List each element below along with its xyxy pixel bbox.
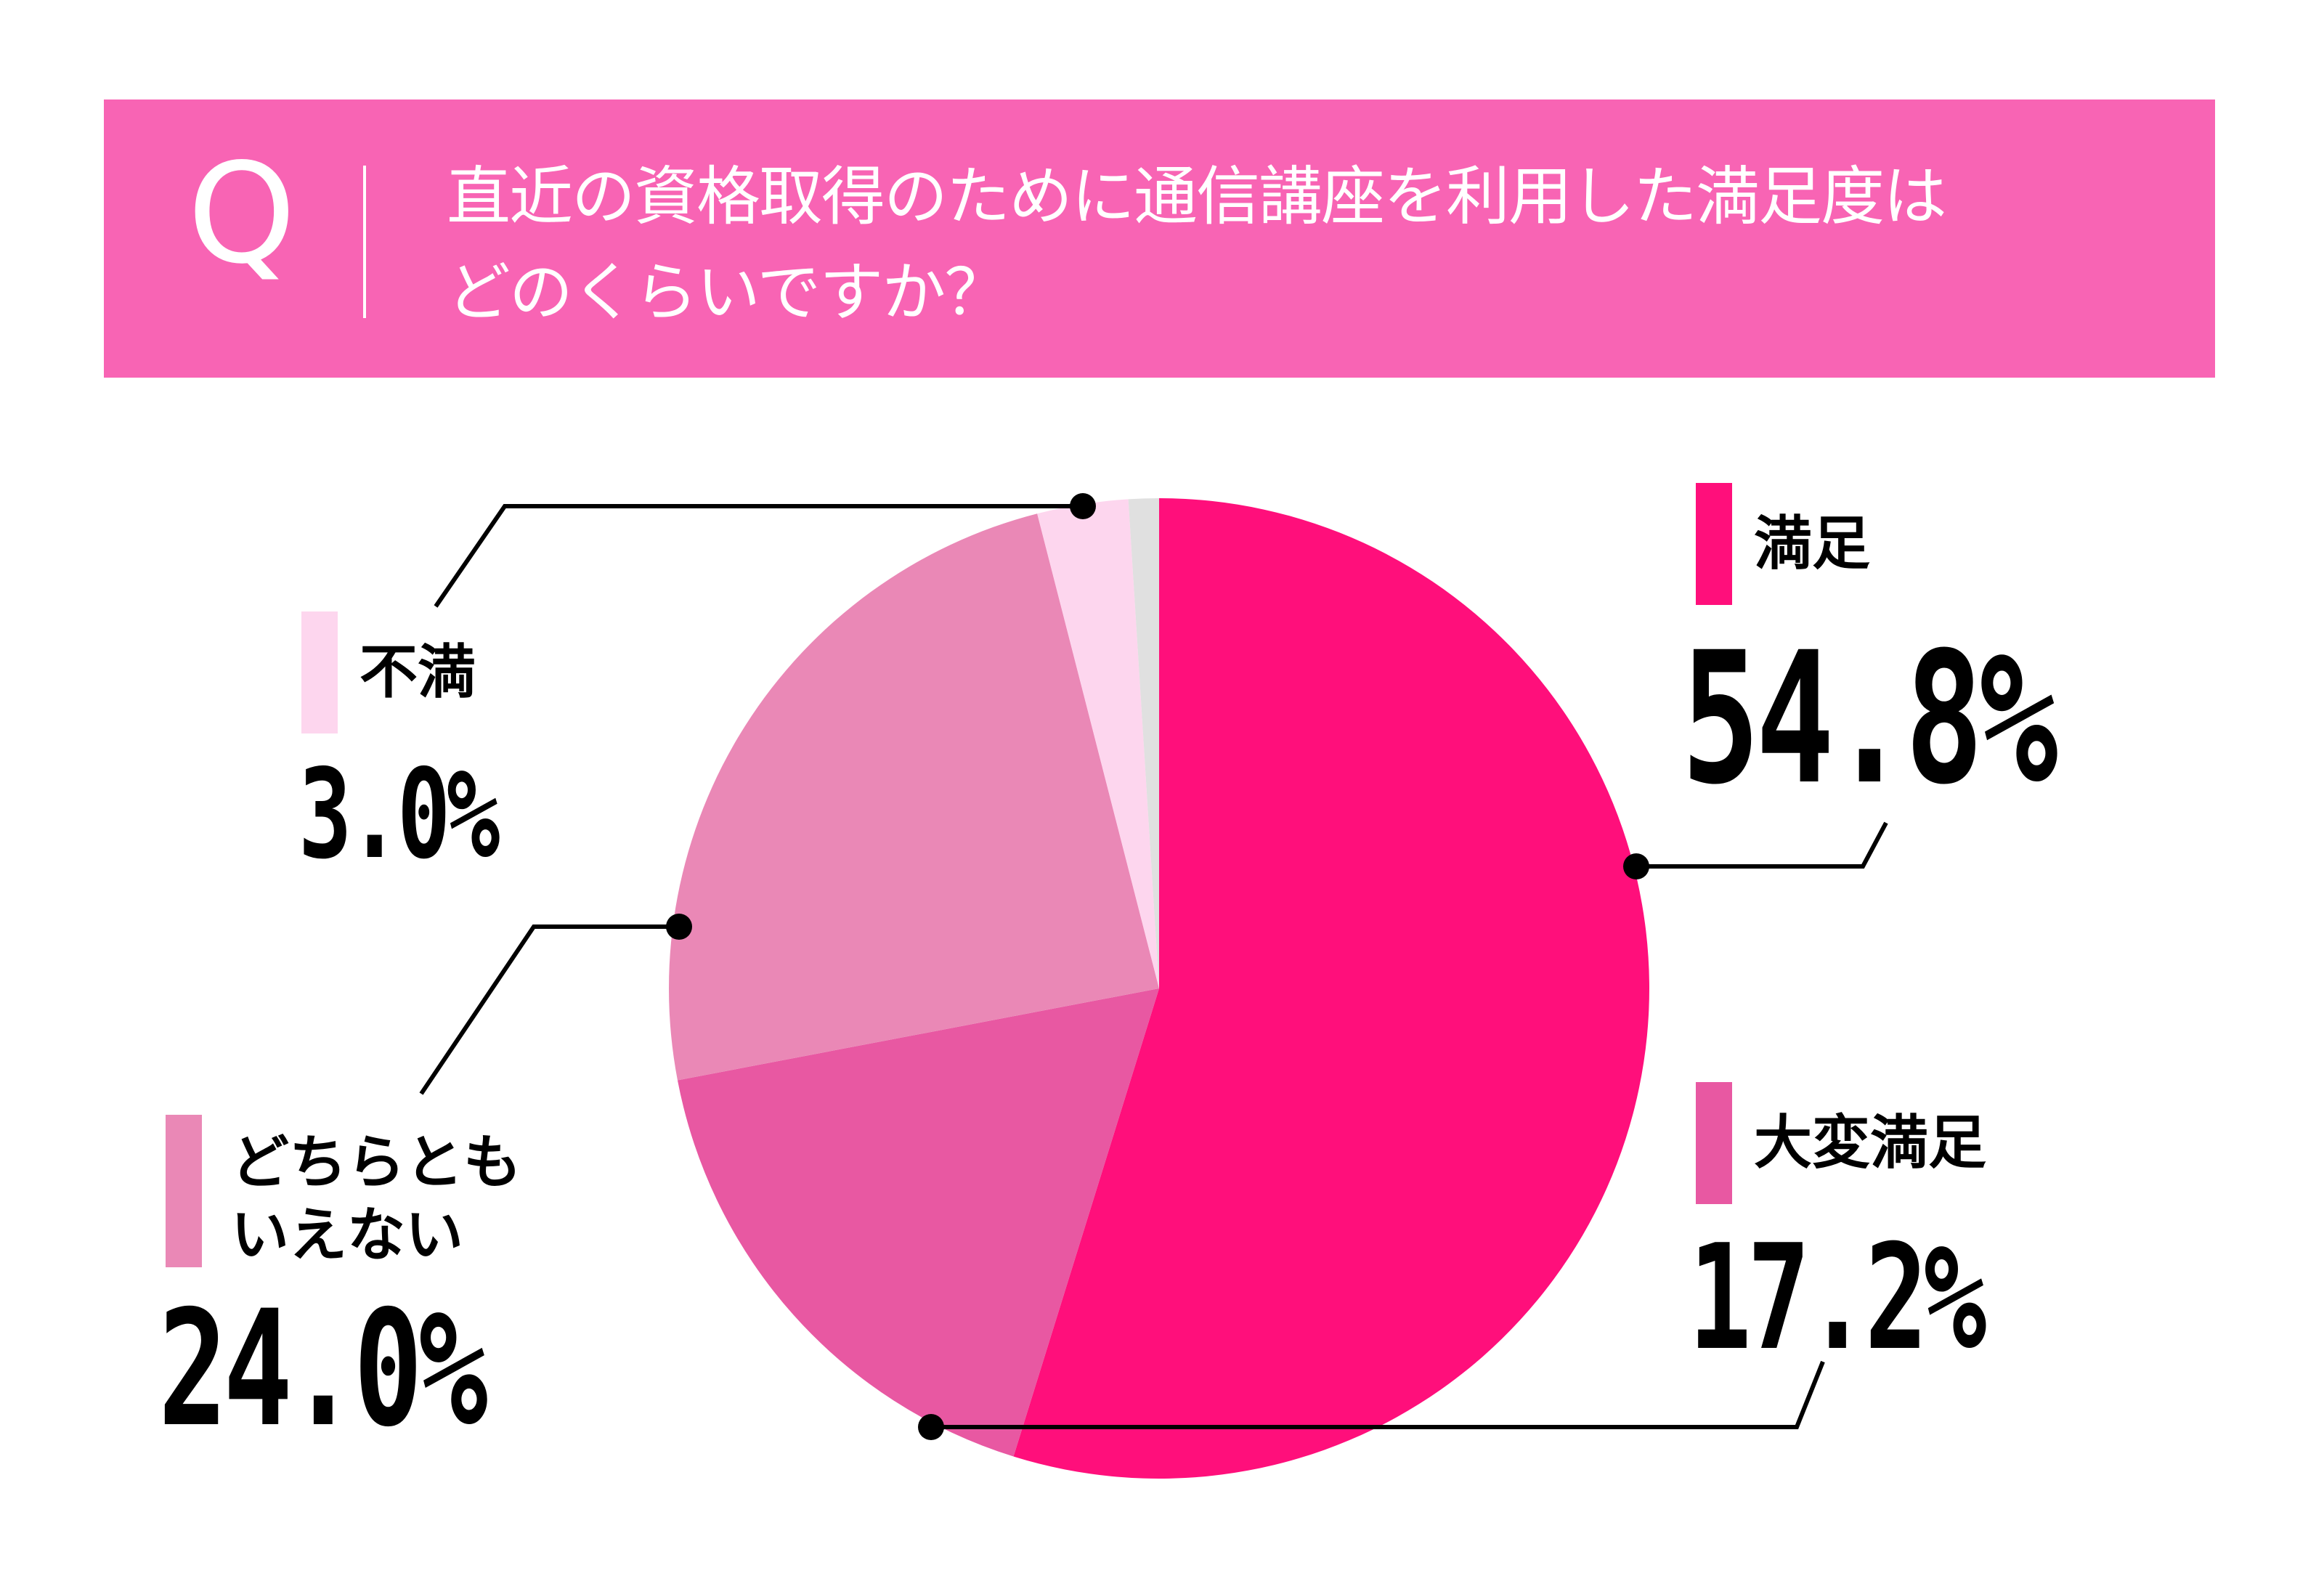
question-banner <box>104 99 2215 378</box>
question-marker: Q <box>187 134 296 294</box>
legend-value-neutral: 24.0% <box>158 1276 488 1462</box>
callout-dot-satisfied <box>1623 853 1649 879</box>
pie-slices <box>669 498 1649 1479</box>
question-divider <box>363 166 366 318</box>
callout-dot-dissatisfied <box>1070 493 1096 519</box>
callout-dot-very-satisfied <box>918 1414 944 1440</box>
slice-other <box>1128 498 1159 988</box>
slice-neutral <box>669 513 1159 1081</box>
legend-label-satisfied: 満足 <box>1754 510 1870 577</box>
legend-value-very-satisfied: 17.2% <box>1689 1214 1986 1383</box>
question-title: 直近の資格取得のために通信講座を利用した満足度は どのくらいですか？ <box>447 149 1947 341</box>
callout-dot-neutral <box>666 914 692 940</box>
slice-dissatisfied <box>1037 499 1159 988</box>
legend-label-neutral-line-1: どちらとも <box>231 1129 521 1196</box>
legend-value-satisfied: 54.8% <box>1681 613 2058 824</box>
legend-label-neutral-line-2: いえない <box>231 1201 463 1269</box>
question-line-2: どのくらいですか？ <box>447 255 1008 330</box>
leader-line-neutral <box>419 924 679 1095</box>
question-line-1: 直近の資格取得のために通信講座を利用した満足度は <box>447 159 1947 234</box>
slice-very-satisfied <box>677 988 1159 1457</box>
leader-line-very-satisfied <box>931 1360 1825 1429</box>
legend-label-dissatisfied: 不満 <box>359 638 476 706</box>
callout-lines <box>419 504 1888 1429</box>
legend-swatch-neutral <box>166 1115 202 1267</box>
leader-line-satisfied <box>1636 821 1888 869</box>
legend-swatch-very-satisfied <box>1696 1082 1732 1204</box>
legend-swatch-satisfied <box>1696 483 1732 605</box>
legend-swatch-dissatisfied <box>301 611 338 733</box>
slice-satisfied <box>1013 498 1649 1479</box>
legend-label-very-satisfied: 大変満足 <box>1754 1109 1986 1176</box>
legend-value-dissatisfied: 3.0% <box>298 743 500 887</box>
callout-dots <box>666 493 1649 1440</box>
leader-line-dissatisfied <box>434 504 1083 608</box>
